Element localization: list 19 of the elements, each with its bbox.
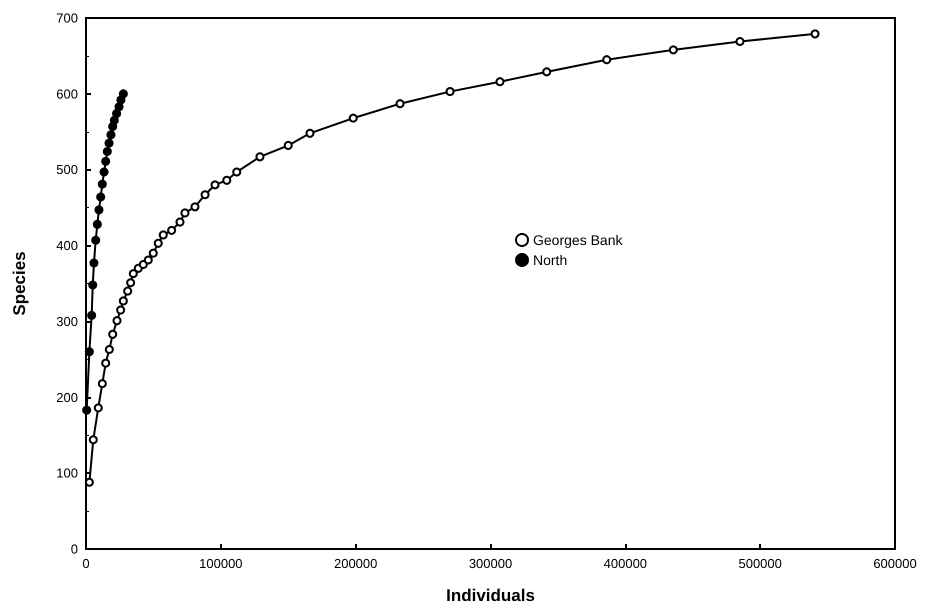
legend-label: North — [533, 252, 568, 268]
y-tick-label: 700 — [56, 10, 78, 26]
x-tick-label: 200000 — [334, 556, 378, 571]
x-tick-label: 500000 — [738, 556, 782, 571]
x-tick-label: 400000 — [604, 556, 648, 571]
y-axis-title: Species — [10, 251, 29, 316]
y-tick-label: 300 — [56, 314, 78, 329]
y-tick-label: 400 — [56, 238, 78, 254]
x-tick-label: 100000 — [199, 556, 243, 571]
x-axis-title: Individuals — [446, 586, 535, 605]
y-tick-label: 600 — [56, 86, 78, 102]
x-tick-label: 600000 — [873, 556, 917, 571]
x-tick-label: 300000 — [468, 556, 512, 571]
x-tick-label: 0 — [82, 556, 90, 571]
legend-label: Georges Bank — [533, 232, 624, 248]
y-tick-label: 200 — [56, 390, 78, 405]
y-tick-label: 100 — [56, 466, 78, 481]
y-tick-label: 500 — [56, 162, 78, 178]
y-tick-label: 0 — [70, 542, 78, 556]
